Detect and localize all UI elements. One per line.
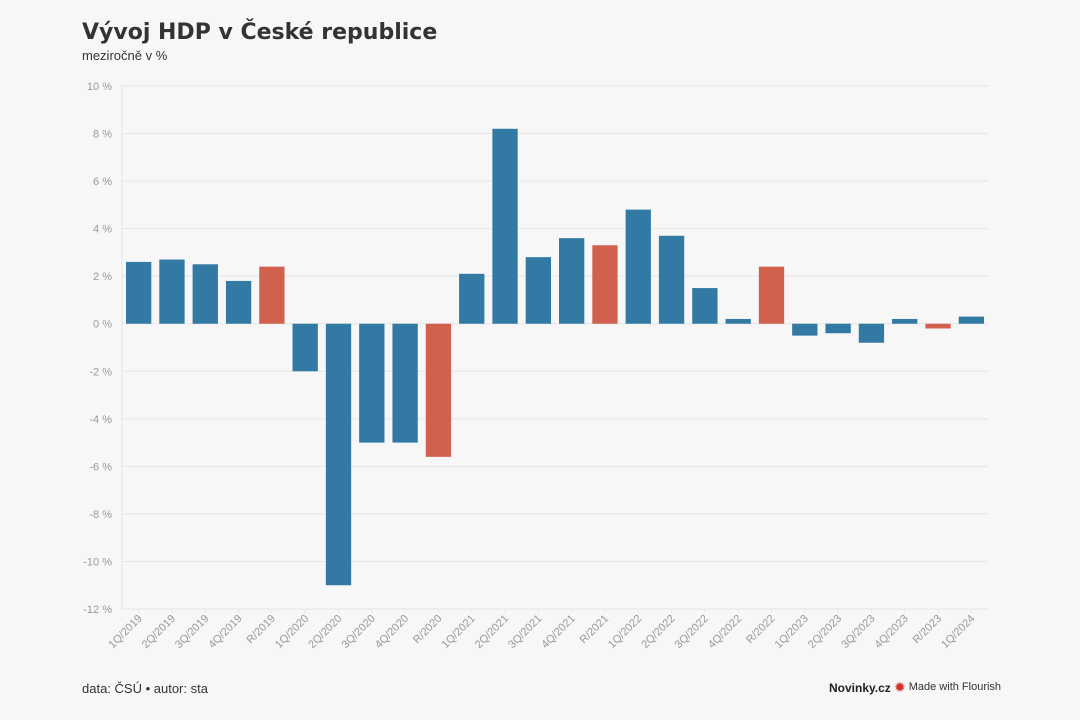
- bar-2q-2019[interactable]: [159, 259, 185, 324]
- y-tick-label: 8 %: [93, 129, 112, 141]
- x-tick-label: 1Q/2021: [440, 613, 478, 651]
- bar-1q-2022[interactable]: [625, 209, 651, 324]
- source-note: data: ČSÚ • autor: sta: [82, 681, 208, 696]
- bar-r-2021[interactable]: [592, 245, 618, 324]
- bar-4q-2021[interactable]: [558, 238, 585, 324]
- x-tick-label: 4Q/2020: [373, 613, 411, 651]
- bar-4q-2022[interactable]: [725, 318, 751, 324]
- bar-3q-2019[interactable]: [192, 264, 218, 324]
- bar-2q-2022[interactable]: [658, 235, 685, 324]
- bar-1q-2023[interactable]: [792, 323, 818, 336]
- y-tick-label: 0 %: [93, 319, 112, 331]
- x-tick-label: 2Q/2022: [639, 613, 677, 651]
- bar-4q-2023[interactable]: [892, 318, 918, 324]
- x-tick-label: 4Q/2023: [873, 613, 911, 651]
- x-tick-label: 1Q/2020: [273, 613, 311, 651]
- y-axis: 10 % 8 % 6 % 4 % 2 % 0 % -2 % -4 % -6 % -8 % -10 %…: [83, 81, 112, 616]
- y-tick-label: -6 %: [89, 461, 112, 473]
- flourish-credit-label: Made with Flourish: [908, 681, 1002, 693]
- bar-r-2020[interactable]: [425, 323, 452, 457]
- bar-r-2019[interactable]: [259, 266, 285, 324]
- bar-4q-2020[interactable]: [392, 323, 418, 443]
- brand-link[interactable]: Novinky.cz: [829, 681, 891, 695]
- x-tick-label: 1Q/2024: [939, 613, 977, 651]
- y-tick-label: 10 %: [87, 81, 112, 93]
- x-tick-label: 4Q/2019: [206, 613, 244, 651]
- x-tick-label: 3Q/2023: [839, 613, 877, 651]
- x-tick-label: 4Q/2022: [706, 613, 744, 651]
- y-tick-label: 4 %: [93, 224, 112, 236]
- bar-1q-2024[interactable]: [958, 316, 985, 324]
- bar-2q-2021[interactable]: [492, 128, 518, 324]
- x-tick-label: 2Q/2021: [473, 613, 511, 651]
- y-tick-label: -10 %: [83, 556, 112, 568]
- bar-3q-2022[interactable]: [692, 288, 718, 324]
- flourish-credit[interactable]: ✹ Made with Flourish: [894, 680, 1001, 694]
- y-tick-label: -4 %: [89, 414, 112, 426]
- flourish-burst-icon: ✹: [894, 679, 906, 695]
- bar-1q-2021[interactable]: [459, 273, 485, 324]
- x-tick-label: 2Q/2020: [306, 613, 344, 651]
- x-tick-label: 2Q/2019: [140, 613, 178, 651]
- x-tick-label: 2Q/2023: [806, 613, 844, 651]
- x-tick-label: 4Q/2021: [539, 613, 577, 651]
- bar-2q-2020[interactable]: [325, 323, 352, 586]
- bar-3q-2021[interactable]: [525, 257, 552, 324]
- x-tick-label: 1Q/2022: [606, 613, 644, 651]
- chart-title: Vývoj HDP v České republice: [82, 20, 438, 45]
- bar-4q-2019[interactable]: [225, 280, 252, 324]
- y-tick-label: -8 %: [89, 509, 112, 521]
- x-tick-label: 3Q/2019: [173, 613, 211, 651]
- bar-1q-2020[interactable]: [292, 323, 318, 372]
- x-tick-label: 1Q/2023: [773, 613, 811, 651]
- x-tick-label: 1Q/2019: [106, 613, 144, 651]
- bar-3q-2023[interactable]: [858, 323, 885, 343]
- bar-r-2023[interactable]: [925, 323, 951, 329]
- x-tick-label: 3Q/2020: [340, 613, 378, 651]
- bar-2q-2023[interactable]: [825, 323, 851, 334]
- bar-1q-2019[interactable]: [125, 261, 152, 324]
- bar-r-2022[interactable]: [758, 266, 785, 324]
- x-tick-label: 3Q/2021: [506, 613, 544, 651]
- bar-layer: [125, 128, 985, 586]
- chart-subtitle: meziročně v %: [82, 48, 168, 63]
- bar-3q-2020[interactable]: [359, 323, 385, 443]
- y-tick-label: 6 %: [93, 176, 112, 188]
- y-tick-label: 2 %: [93, 271, 112, 283]
- grid-layer: [121, 85, 988, 610]
- y-tick-label: -2 %: [89, 366, 112, 378]
- y-tick-label: -12 %: [83, 604, 112, 616]
- x-tick-label: 3Q/2022: [673, 613, 711, 651]
